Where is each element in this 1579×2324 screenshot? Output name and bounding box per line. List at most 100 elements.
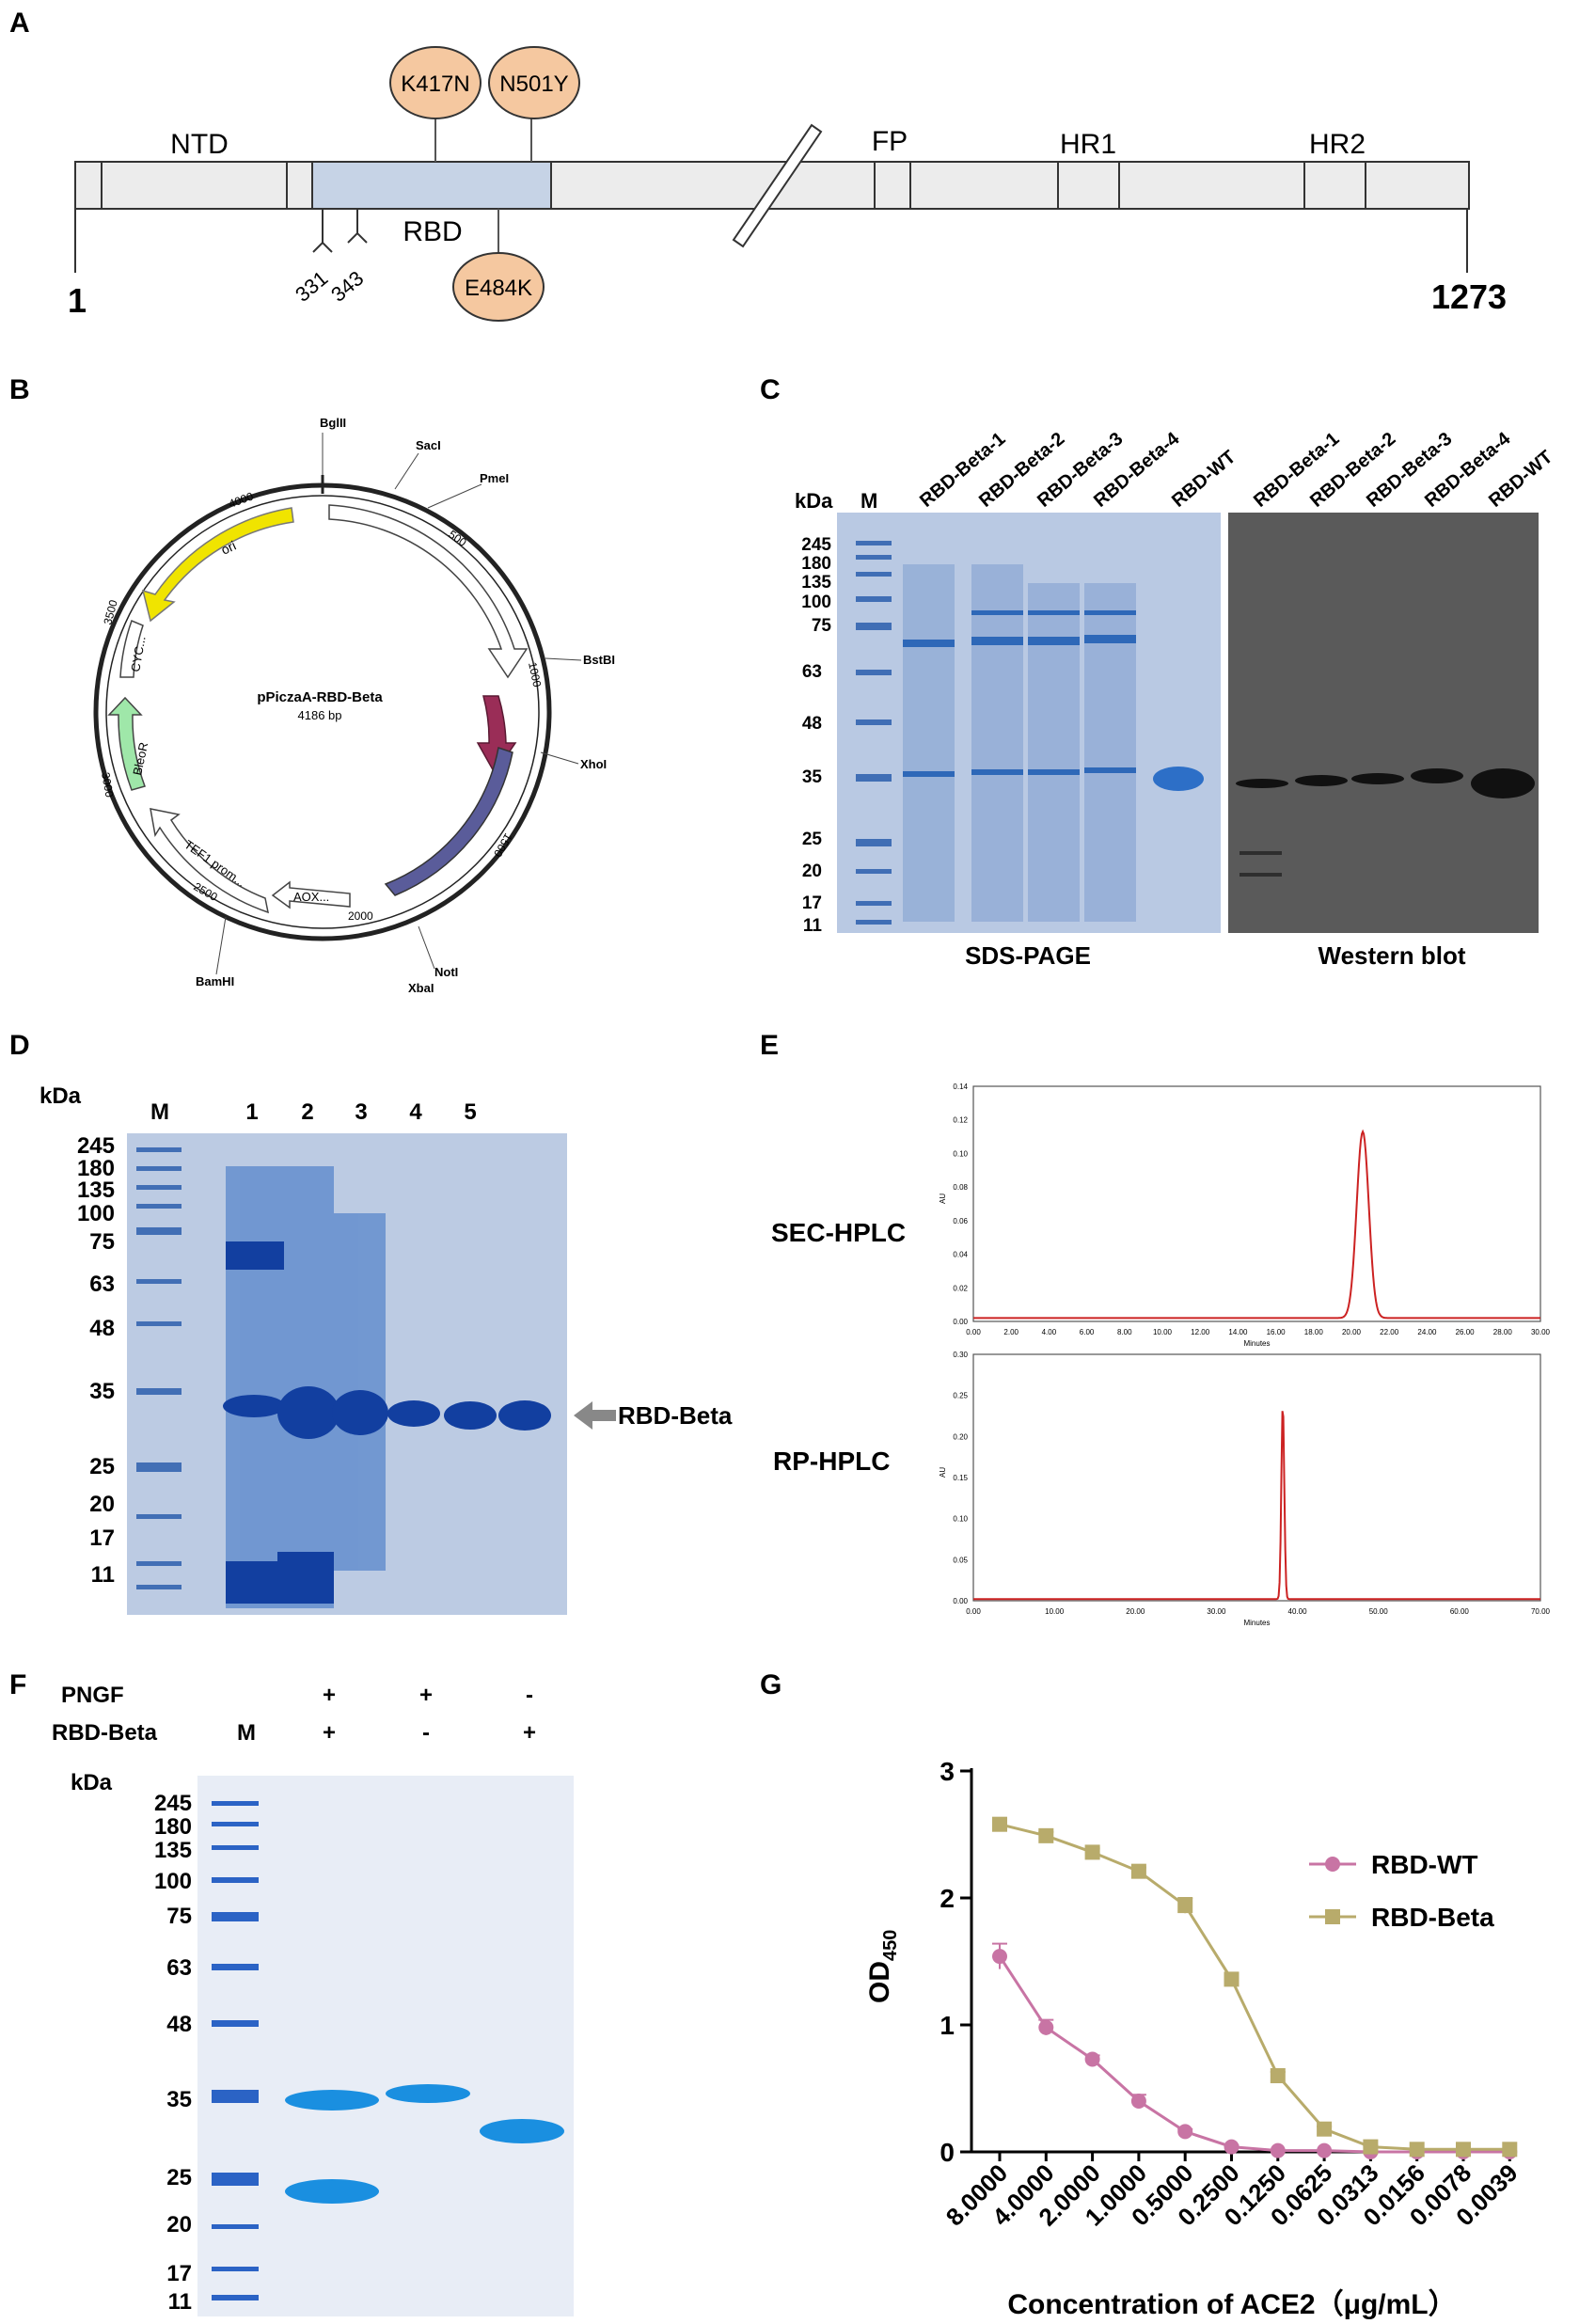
x-axis-title: Concentration of ACE2（μg/mL）: [1007, 2288, 1456, 2320]
x-axis-unit: Minutes: [1243, 1339, 1270, 1348]
feature-tef1: [150, 808, 269, 914]
svg-text:100: 100: [77, 1201, 115, 1226]
legend-marker-wt: [1325, 1857, 1340, 1872]
y-tick-label: 0.15: [953, 1474, 968, 1482]
y-tick-label: 0.05: [953, 1556, 968, 1564]
kda-label: kDa: [71, 1770, 113, 1795]
svg-text:135: 135: [801, 573, 831, 593]
x-tick-label: 12.00: [1191, 1328, 1210, 1336]
panel-letter-b: B: [9, 374, 30, 405]
data-point: [1224, 2139, 1240, 2155]
y-axis-unit: AU: [939, 1194, 947, 1204]
x-tick-label: 70.00: [1531, 1607, 1551, 1616]
svg-text:135: 135: [154, 1838, 192, 1863]
plasmid-tick: 3500: [101, 598, 120, 626]
svg-text:25: 25: [802, 830, 823, 849]
svg-text:75: 75: [166, 1904, 192, 1929]
sec-plot-frame: [972, 1085, 1541, 1322]
data-point: [1130, 2094, 1146, 2109]
svg-text:135: 135: [77, 1178, 115, 1203]
domain-label-hr2: HR2: [1309, 129, 1366, 160]
plasmid-ring-inner: [105, 495, 540, 929]
position-start: 1: [68, 281, 87, 320]
feature-label: BleoR: [130, 741, 150, 777]
sec-axes: 0.14 0.12 0.10 0.08 0.06 0.04 0.02 0.00 0.00 2.00…: [939, 1083, 1551, 1348]
mutation-label: E484K: [465, 276, 532, 301]
svg-text:3: 3: [355, 1099, 367, 1125]
rp-axes: 0.30 0.25 0.20 0.15 0.10 0.05 0.00 0.00 10.00 20.…: [939, 1351, 1551, 1627]
x-tick-label: 20.00: [1342, 1328, 1362, 1336]
legend-label-wt: RBD-WT: [1371, 1850, 1478, 1879]
rp-plot-frame: [972, 1353, 1541, 1602]
site-label: BstBI: [583, 653, 615, 667]
svg-text:RBD-Beta: RBD-Beta: [52, 1720, 158, 1746]
kda-label: kDa: [39, 1083, 82, 1109]
legend-marker-beta: [1325, 1909, 1340, 1924]
panel-letter-a: A: [9, 8, 30, 39]
data-point: [1177, 1898, 1193, 1914]
x-tick-label: 6.00: [1080, 1328, 1095, 1336]
data-point: [1317, 2142, 1333, 2158]
site-label: XhoI: [580, 757, 607, 771]
y-tick-label: 0.30: [953, 1351, 968, 1359]
data-point: [1456, 2142, 1471, 2158]
svg-text:245: 245: [77, 1133, 115, 1159]
kda-label: kDa: [795, 489, 833, 513]
svg-text:63: 63: [89, 1272, 115, 1297]
site-label: XbaI: [408, 981, 434, 995]
mutation-n501y: [488, 46, 580, 119]
svg-text:25: 25: [89, 1454, 115, 1479]
mutation-label: K417N: [401, 71, 469, 97]
data-point: [1363, 2139, 1379, 2155]
western-blot: [1228, 513, 1539, 933]
feature-aox1-promoter: [328, 504, 529, 679]
panel-a-domain-diagram: K417N N501Y E484K NTD RBD FP HR1 HR2 1 1…: [68, 46, 1507, 322]
feature-aox: [271, 880, 351, 909]
panel-d-gel: kDa M 1 2 3 4 5 245 180 135 100 75 63 48…: [39, 1083, 733, 1615]
svg-text:5: 5: [464, 1099, 476, 1125]
svg-text:11: 11: [91, 1562, 115, 1588]
x-tick-label: 0.00: [966, 1607, 981, 1616]
data-point: [1270, 2142, 1286, 2158]
svg-text:245: 245: [801, 535, 831, 555]
series-line-RBD-WT: [998, 1955, 1510, 2154]
y-tick-label: 0.00: [953, 1597, 968, 1605]
lane-labels: M 1 2 3 4 5: [150, 1099, 477, 1125]
site-label: BamHI: [196, 974, 234, 988]
feature-cyc: [119, 620, 144, 678]
svg-text:100: 100: [154, 1869, 192, 1894]
site-label: BglII: [320, 416, 346, 430]
sec-trace: [973, 1129, 1540, 1320]
svg-text:4: 4: [409, 1099, 422, 1125]
position-end: 1273: [1431, 277, 1507, 316]
svg-text:-: -: [422, 1720, 430, 1746]
mutation-k417n: [389, 46, 482, 119]
svg-text:11: 11: [803, 916, 823, 936]
panel-b-plasmid-map: RBD-Beta ori CYC... BleoR TEF1 prom... A…: [93, 416, 615, 995]
series-line-RBD-Beta: [999, 1823, 1510, 2151]
x-tick-label: 26.00: [1456, 1328, 1476, 1336]
x-tick-label: 30.00: [1207, 1607, 1226, 1616]
svg-text:+: +: [323, 1683, 336, 1708]
y-tick-label: 0.25: [953, 1392, 968, 1400]
y-tick-label: 0.00: [953, 1318, 968, 1326]
rbd-domain: [311, 161, 552, 210]
feature-ori: [141, 507, 294, 623]
y-tick-label: 0.10: [953, 1149, 968, 1158]
arrow-icon: [574, 1401, 616, 1430]
domain-label-hr1: HR1: [1060, 129, 1116, 160]
panel-e-hplc: SEC-HPLC RP-HPLC 0.14 0.12 0.10 0.08 0.06 0.0…: [771, 1083, 1551, 1627]
rp-trace: [973, 1411, 1540, 1601]
svg-text:PNGF: PNGF: [61, 1683, 124, 1708]
sds-page-caption: SDS-PAGE: [965, 941, 1091, 970]
data-point: [992, 1949, 1007, 1965]
x-tick-label: 0.00: [966, 1328, 981, 1336]
x-tick-label: 60.00: [1450, 1607, 1470, 1616]
svg-text:48: 48: [89, 1316, 115, 1341]
svg-text:63: 63: [802, 662, 822, 682]
data-point: [1038, 1827, 1054, 1843]
panel-letter-g: G: [760, 1669, 782, 1700]
y-axis-unit: AU: [939, 1467, 947, 1478]
x-tick-label: 50.00: [1369, 1607, 1389, 1616]
